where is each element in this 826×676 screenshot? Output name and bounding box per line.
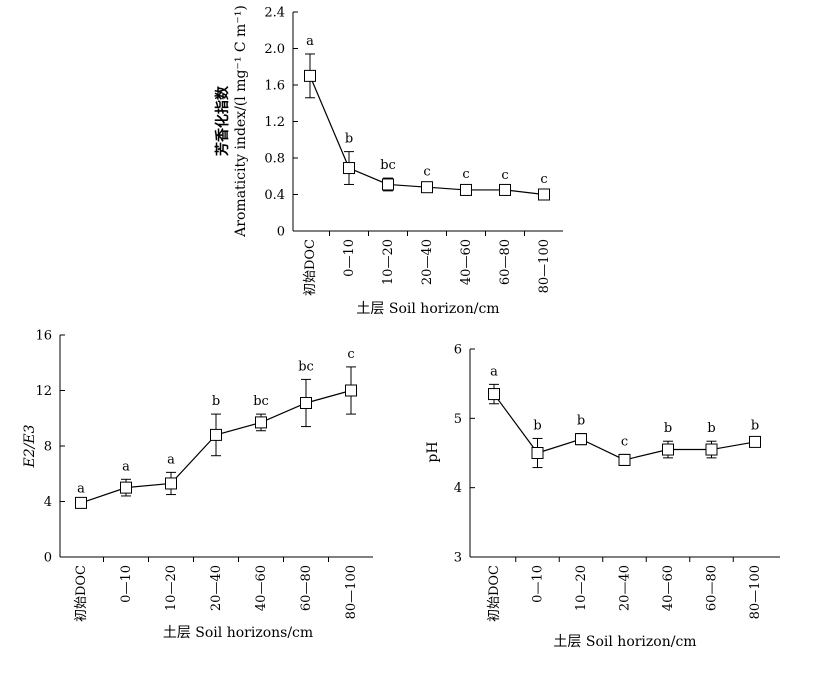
data-point — [120, 481, 132, 494]
data-point — [499, 183, 511, 196]
data-point — [662, 443, 674, 456]
data-point — [345, 384, 357, 397]
significance-label: b — [533, 418, 541, 433]
data-point — [531, 447, 544, 459]
y-axis-title-cn: 芳香化指数 — [214, 85, 231, 156]
x-tick-label: 10—20 — [574, 565, 589, 611]
y-tick-label: 0 — [44, 551, 52, 566]
significance-label: b — [577, 414, 585, 429]
significance-label: c — [347, 347, 354, 362]
y-axis-title: E2/E3 — [22, 424, 38, 468]
y-tick-label: 1.6 — [264, 79, 285, 94]
significance-label: b — [751, 418, 759, 433]
y-tick-label: 3 — [454, 551, 462, 566]
data-point — [304, 69, 316, 82]
data-point — [618, 453, 631, 466]
x-tick-label: 0—10 — [342, 239, 357, 277]
x-tick-label: 60—80 — [299, 565, 314, 611]
x-tick-label: 60—80 — [498, 239, 513, 285]
significance-label: bc — [253, 394, 269, 409]
x-tick-label: 20—40 — [420, 239, 435, 285]
data-point — [75, 496, 87, 509]
y-tick-label: 2.4 — [264, 6, 285, 21]
significance-label: a — [122, 459, 130, 474]
data-point — [382, 178, 394, 191]
data-point — [538, 188, 550, 201]
y-tick-label: 4 — [454, 481, 462, 496]
x-axis-title: 土层 Soil horizon/cm — [553, 634, 696, 650]
x-tick-label: 10—20 — [381, 239, 396, 285]
x-tick-label: 初始DOC — [74, 565, 89, 622]
significance-label: bc — [298, 359, 314, 374]
y-tick-label: 4 — [44, 495, 52, 510]
significance-label: c — [462, 167, 469, 182]
x-tick-label: 80—100 — [537, 239, 552, 293]
ph-chart: 3 4 5 6 初始DOC 0—10 10—20 20—40 40—60 60—80 80—100 a… — [425, 343, 780, 650]
x-tick-label: 10—20 — [164, 565, 179, 611]
x-tick-label: 0—10 — [119, 565, 134, 603]
x-tick-label: 初始DOC — [303, 239, 318, 296]
significance-label: a — [77, 482, 85, 497]
x-tick-label: 40—60 — [661, 565, 676, 611]
significance-label: b — [212, 394, 220, 409]
aromaticity-chart: 0 0.4 0.8 1.2 1.6 2.0 2.4 初始DOC 0—10 10—20 20—40 40… — [214, 5, 563, 317]
significance-label: a — [167, 452, 175, 467]
significance-label: c — [423, 164, 430, 179]
y-tick-label: 12 — [35, 384, 52, 399]
data-point — [343, 162, 355, 175]
data-point — [421, 181, 433, 194]
significance-label: b — [345, 132, 353, 147]
significance-label: c — [621, 434, 628, 449]
data-point — [460, 183, 472, 196]
y-tick-label: 0 — [277, 225, 285, 240]
y-tick-label: 2.0 — [264, 42, 285, 57]
y-axis-title-en: Aromaticity index/(l mg⁻¹ C m⁻¹) — [233, 5, 249, 238]
y-tick-label: 0.4 — [264, 188, 285, 203]
y-tick-label: 1.2 — [264, 115, 285, 130]
significance-label: b — [707, 421, 715, 436]
data-point — [300, 396, 312, 409]
y-tick-label: 16 — [35, 329, 52, 344]
x-tick-label: 0—10 — [531, 565, 546, 603]
x-axis-title: 土层 Soil horizons/cm — [163, 625, 313, 641]
significance-label: b — [664, 421, 672, 436]
data-point — [165, 477, 177, 490]
significance-label: c — [501, 168, 508, 183]
x-axis-title: 土层 Soil horizon/cm — [356, 301, 499, 317]
x-tick-label: 初始DOC — [487, 565, 502, 622]
x-tick-label: 20—40 — [618, 565, 633, 611]
y-tick-label: 6 — [454, 343, 462, 358]
e2-e3-chart: 0 4 8 12 16 初始DOC 0—10 10—20 20—40 40—60 60—80 80—1… — [22, 329, 373, 641]
x-tick-label: 40—60 — [459, 239, 474, 285]
x-tick-label: 20—40 — [209, 565, 224, 611]
x-tick-label: 60—80 — [705, 565, 720, 611]
significance-label: bc — [380, 158, 396, 173]
data-point — [210, 428, 222, 441]
data-point — [749, 435, 761, 448]
significance-label: a — [490, 364, 498, 379]
y-tick-label: 5 — [454, 412, 462, 427]
y-tick-label: 0.8 — [264, 152, 285, 167]
x-tick-label: 40—60 — [254, 565, 269, 611]
data-point — [488, 388, 500, 401]
y-axis-title: pH — [425, 441, 441, 462]
significance-label: c — [540, 172, 547, 187]
data-point — [705, 443, 718, 456]
x-tick-label: 80—100 — [344, 565, 359, 619]
data-point — [255, 416, 267, 429]
x-tick-label: 80—100 — [748, 565, 763, 619]
data-point — [575, 433, 587, 446]
significance-label: a — [306, 34, 314, 49]
y-tick-label: 8 — [44, 440, 52, 455]
